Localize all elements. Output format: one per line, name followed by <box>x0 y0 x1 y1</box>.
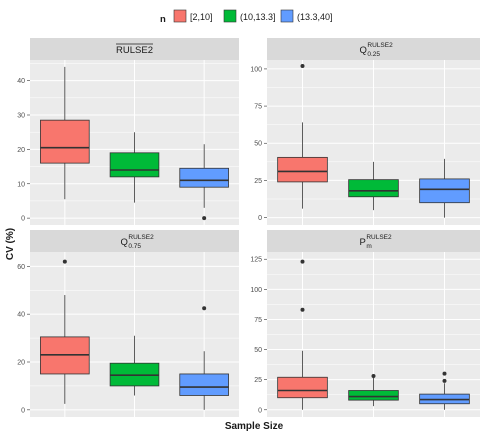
strip-label: RULSE2 <box>116 45 153 56</box>
strip-label: P <box>360 237 366 248</box>
box-3 <box>419 158 470 218</box>
y-tick-label: 40 <box>17 78 25 85</box>
legend-title: n <box>160 14 166 25</box>
y-tick-label: 20 <box>17 147 25 154</box>
box-iqr <box>179 167 229 188</box>
box-3 <box>179 144 229 221</box>
strip-superscript: RULSE2 <box>367 42 393 49</box>
y-tick-label: 0 <box>258 407 262 414</box>
y-tick-label: 100 <box>250 66 262 73</box>
y-tick-label: 25 <box>254 377 262 384</box>
y-tick-label: 60 <box>17 264 25 271</box>
outlier-point <box>300 63 305 68</box>
legend-label: (10,13.3] <box>240 12 276 22</box>
facet-panel: Q RULSE2 0.75 0 20 40 60 <box>17 230 239 417</box>
strip-label: Q <box>360 45 367 56</box>
y-tick-label: 25 <box>254 178 262 185</box>
y-tick-label: 100 <box>250 287 262 294</box>
box-3 <box>419 371 470 410</box>
box-1 <box>277 259 328 410</box>
y-tick-label: 75 <box>254 104 262 111</box>
y-tick-label: 50 <box>254 347 262 354</box>
y-axis-title: CV (%) <box>5 228 16 260</box>
outlier-point <box>300 259 305 264</box>
legend: n [2,10] (10,13.3] (13.3,40] <box>160 9 333 25</box>
box-2 <box>109 335 160 396</box>
strip-subscript: 0.25 <box>367 51 380 58</box>
strip-superscript: RULSE2 <box>366 234 392 241</box>
box-iqr <box>348 390 399 401</box>
facet-strip <box>30 230 239 252</box>
facet-panel: RULSE2 0 10 20 30 40 <box>17 38 239 225</box>
strip-subscript: 0.75 <box>128 243 141 250</box>
box-1 <box>40 259 90 404</box>
box-iqr <box>277 156 328 183</box>
y-tick-label: 40 <box>17 312 25 319</box>
y-tick-label: 0 <box>21 216 25 223</box>
y-tick-label: 20 <box>17 360 25 367</box>
y-tick-label: 10 <box>17 181 25 188</box>
strip-label: Q <box>121 237 128 248</box>
y-tick-label: 30 <box>17 113 25 120</box>
legend-swatch <box>223 9 237 23</box>
y-tick-label: 75 <box>254 317 262 324</box>
outlier-point <box>442 378 447 383</box>
box-2 <box>348 161 399 211</box>
outlier-point <box>300 307 305 312</box>
box-2 <box>109 132 160 203</box>
box-iqr <box>179 373 229 396</box>
box-iqr <box>277 376 328 399</box>
facet-strip <box>267 38 480 60</box>
box-2 <box>348 374 399 407</box>
legend-label: [2,10] <box>190 12 213 22</box>
strip-subscript: m <box>366 243 371 250</box>
outlier-point <box>442 371 447 376</box>
facet-panel: P RULSE2 m 0 25 50 75 100 125 <box>250 230 480 417</box>
facet-strip <box>30 38 239 60</box>
strip-superscript: RULSE2 <box>128 234 154 241</box>
outlier-point <box>202 306 207 311</box>
box-3 <box>179 306 229 410</box>
outlier-point <box>371 374 376 379</box>
y-tick-label: 0 <box>258 215 262 222</box>
box-1 <box>277 63 328 209</box>
box-iqr <box>109 152 160 178</box>
legend-swatch <box>173 9 187 23</box>
box-iqr <box>40 119 90 164</box>
legend-label: (13.3,40] <box>297 12 333 22</box>
outlier-point <box>202 216 207 221</box>
facet-panel: Q RULSE2 0.25 0 25 50 75 100 <box>250 38 480 225</box>
outlier-point <box>62 259 67 264</box>
y-tick-label: 125 <box>250 257 262 264</box>
x-axis-title: Sample Size <box>225 421 284 432</box>
box-iqr <box>348 179 399 198</box>
legend-swatch <box>280 9 294 23</box>
box-1 <box>40 66 90 200</box>
box-iqr <box>419 178 470 204</box>
y-tick-label: 0 <box>21 407 25 414</box>
facet-strip <box>267 230 480 252</box>
y-tick-label: 50 <box>254 141 262 148</box>
